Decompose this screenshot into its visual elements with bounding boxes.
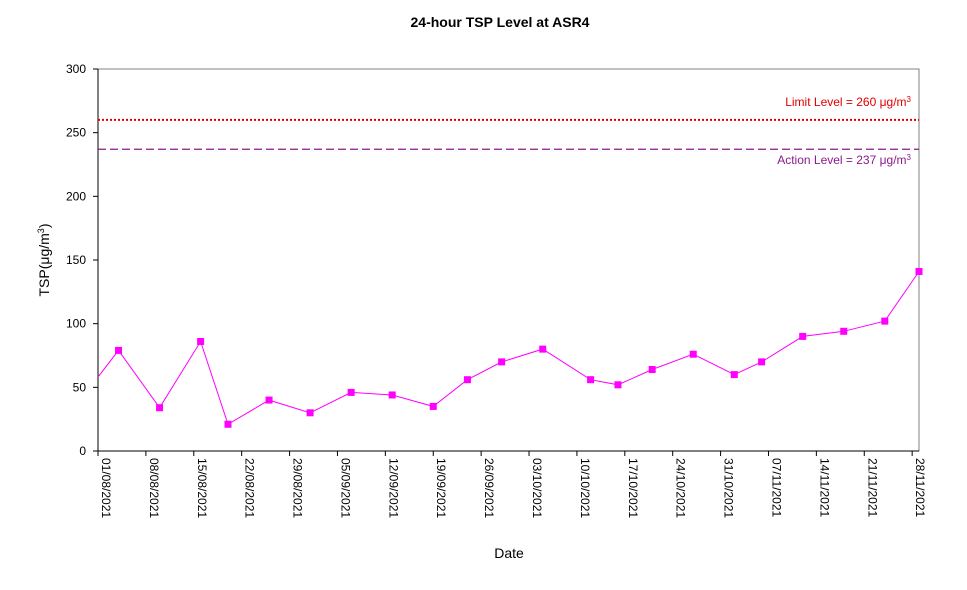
data-point: [689, 350, 697, 358]
data-point: [730, 371, 738, 379]
data-point: [881, 317, 889, 325]
data-point: [115, 346, 123, 354]
chart-title: 24-hour TSP Level at ASR4: [411, 14, 590, 30]
x-tick-label: 28/11/2021: [913, 458, 927, 517]
y-tick-label: 0: [79, 444, 86, 458]
data-point: [498, 358, 506, 366]
x-tick-label: 08/08/2021: [147, 458, 161, 518]
y-axis-label: TSP(μg/m3): [36, 224, 52, 297]
limit-level-label: Limit Level = 260 μg/m3: [785, 94, 911, 109]
x-tick-label: 01/08/2021: [99, 458, 113, 518]
x-tick-label: 15/08/2021: [195, 458, 209, 518]
x-axis-label: Date: [494, 545, 524, 561]
data-point: [840, 327, 848, 335]
data-point: [463, 376, 471, 384]
y-tick-label: 200: [66, 189, 86, 203]
tsp-series-line: [97, 271, 920, 426]
data-point: [614, 381, 622, 389]
data-point: [306, 409, 314, 417]
action-level-label: Action Level = 237 μg/m3: [777, 153, 911, 168]
data-point: [539, 345, 547, 353]
x-tick-label: 29/08/2021: [291, 458, 305, 518]
x-tick-label: 22/08/2021: [243, 458, 257, 518]
x-tick-label: 12/09/2021: [386, 458, 400, 518]
data-point: [799, 332, 807, 340]
plot-area: [97, 68, 920, 452]
x-tick-label: 17/10/2021: [626, 458, 640, 518]
x-tick-label: 24/10/2021: [674, 458, 688, 518]
y-tick-label: 250: [66, 126, 86, 140]
data-point: [197, 337, 205, 345]
y-tick-label: 150: [66, 253, 86, 267]
data-point: [648, 366, 656, 374]
data-point: [156, 404, 164, 412]
x-tick-label: 10/10/2021: [578, 458, 592, 518]
y-tick-label: 300: [66, 62, 86, 76]
x-tick-label: 03/10/2021: [530, 458, 544, 518]
data-point: [224, 420, 232, 428]
y-tick-label: 50: [73, 380, 87, 394]
x-tick-label: 05/09/2021: [338, 458, 352, 518]
data-point: [587, 376, 595, 384]
x-tick-label: 31/10/2021: [722, 458, 736, 518]
data-point: [758, 358, 766, 366]
x-tick-label: 07/11/2021: [769, 458, 783, 517]
x-tick-label: 14/11/2021: [817, 458, 831, 517]
data-point: [265, 396, 273, 404]
data-point: [388, 391, 396, 399]
data-point: [347, 388, 355, 396]
x-tick-label: 19/09/2021: [434, 458, 448, 518]
data-point: [429, 402, 437, 410]
x-tick-label: 21/11/2021: [865, 458, 879, 517]
svg-text:TSP(μg/m3): TSP(μg/m3): [36, 224, 52, 297]
data-point: [915, 267, 923, 275]
x-tick-label: 26/09/2021: [482, 458, 496, 518]
y-tick-label: 100: [66, 317, 86, 331]
